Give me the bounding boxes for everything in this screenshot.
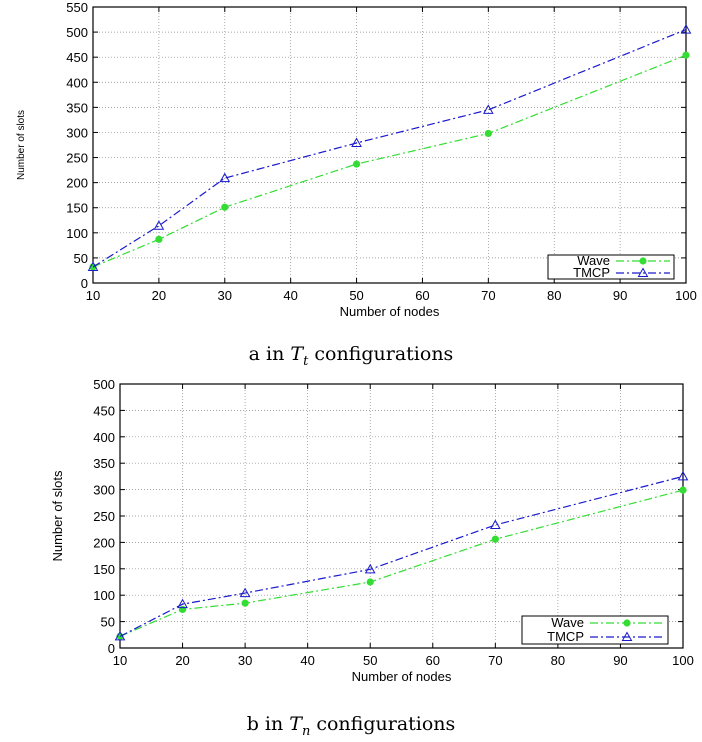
- a-point-tmcp-1: [153, 220, 165, 230]
- a-y-tick-label-10: 500: [66, 25, 88, 40]
- a-legend-marker-wave: [639, 257, 647, 265]
- b-point-wave-1: [178, 605, 187, 614]
- b-y-tick-label-4: 200: [93, 535, 115, 550]
- b-series-line-tmcp: [119, 475, 684, 637]
- a-y-tick-label-9: 450: [66, 50, 88, 65]
- a-x-tick-label-7: 80: [547, 288, 561, 303]
- b-y-tick-label-10: 500: [93, 377, 115, 392]
- a-y-tick-label-4: 200: [66, 176, 88, 191]
- caption-a-suffix: configurations: [308, 343, 453, 365]
- caption-a-subscript: t: [303, 354, 309, 369]
- b-legend-box: [521, 615, 669, 645]
- a-point-wave-5: [682, 51, 690, 59]
- b-y-tick-label-8: 400: [93, 430, 115, 445]
- b-y-tick-label-7: 350: [93, 456, 115, 471]
- b-point-tmcp-4: [489, 519, 501, 529]
- a-plot-frame: [92, 6, 687, 284]
- b-series-line-wave: [119, 489, 684, 637]
- chart-b: 10 20 30 40 50 60 70 80 90 100 0 50 100 150 200 250 300 3…: [50, 377, 694, 684]
- a-legend-box: [547, 254, 675, 280]
- b-x-tick-label-4: 50: [363, 653, 377, 668]
- b-x-tick-label-6: 70: [488, 653, 502, 668]
- b-x-tick-label-8: 90: [613, 653, 627, 668]
- caption-b-prefix: b in: [247, 713, 290, 735]
- a-x-tick-label-6: 70: [481, 288, 495, 303]
- b-legend-marker-wave: [623, 619, 631, 627]
- caption-b: b in Tn configurations: [247, 713, 456, 739]
- a-y-tick-label-3: 150: [66, 201, 88, 216]
- b-x-tick-label-0: 10: [113, 653, 127, 668]
- caption-a: a in Tt configurations: [249, 343, 454, 369]
- a-point-tmcp-0: [87, 261, 99, 271]
- a-point-tmcp-4: [482, 104, 494, 114]
- b-x-tick-label-7: 80: [551, 653, 565, 668]
- b-point-tmcp-2: [239, 587, 251, 598]
- a-x-tick-label-5: 60: [415, 288, 429, 303]
- a-legend-label-wave: Wave: [577, 253, 610, 268]
- a-y-tick-label-7: 350: [66, 100, 88, 115]
- a-x-tick-label-1: 20: [152, 288, 166, 303]
- a-point-tmcp-2: [219, 172, 231, 183]
- b-point-wave-2: [241, 599, 249, 607]
- b-x-axis-title: Number of nodes: [352, 669, 452, 684]
- b-y-tick-label-5: 250: [93, 509, 115, 524]
- b-y-tick-label-3: 150: [93, 562, 115, 577]
- a-x-tick-label-9: 100: [675, 288, 697, 303]
- b-x-tick-label-3: 40: [300, 653, 314, 668]
- b-point-wave-5: [679, 486, 687, 494]
- a-x-tick-label-4: 50: [349, 288, 363, 303]
- chart-a: 10 20 30 40 50 60 70 80 90 100 0 50 100 150 200 250 300 3…: [16, 0, 697, 319]
- b-legend-label-tmcp: TMCP: [547, 629, 584, 644]
- a-y-tick-label-2: 100: [66, 226, 88, 241]
- a-legend-label-tmcp: TMCP: [573, 265, 610, 280]
- b-legend-label-wave: Wave: [551, 615, 584, 630]
- b-y-axis-title: Number of slots: [50, 470, 65, 562]
- b-point-wave-3: [366, 578, 374, 586]
- b-point-tmcp-5: [677, 470, 689, 481]
- b-point-tmcp-0: [114, 630, 126, 641]
- a-y-tick-label-6: 300: [66, 125, 88, 140]
- b-x-tick-label-2: 30: [238, 653, 252, 668]
- b-y-tick-label-0: 0: [108, 641, 115, 656]
- a-y-axis-title: Number of slots: [16, 110, 27, 180]
- caption-a-symbol: T: [290, 343, 304, 365]
- a-point-wave-3: [352, 160, 361, 168]
- b-y-tick-label-6: 300: [93, 483, 115, 498]
- b-y-tick-label-2: 100: [93, 588, 115, 603]
- a-x-tick-label-0: 10: [86, 288, 100, 303]
- caption-b-symbol: T: [289, 713, 303, 735]
- a-series-line-wave: [92, 54, 687, 268]
- b-x-tick-label-5: 60: [426, 653, 440, 668]
- a-y-tick-label-1: 50: [74, 251, 88, 266]
- a-point-wave-1: [155, 235, 163, 243]
- a-y-tick-label-0: 0: [81, 276, 88, 291]
- a-x-tick-label-2: 30: [218, 288, 232, 303]
- b-point-wave-4: [491, 535, 499, 543]
- a-series-line-tmcp: [92, 29, 687, 268]
- a-legend-marker-tmcp: [637, 267, 649, 277]
- a-point-wave-4: [484, 129, 492, 138]
- a-y-tick-label-8: 400: [66, 75, 88, 90]
- b-legend-marker-tmcp: [621, 631, 633, 641]
- b-point-tmcp-3: [364, 563, 376, 574]
- a-x-tick-label-3: 40: [283, 288, 297, 303]
- b-y-tick-label-1: 50: [101, 615, 115, 630]
- a-x-axis-title: Number of nodes: [340, 304, 440, 319]
- a-point-tmcp-5: [680, 24, 692, 34]
- b-x-tick-label-1: 20: [175, 653, 189, 668]
- a-point-wave-2: [221, 203, 229, 211]
- b-y-tick-label-9: 450: [93, 403, 115, 418]
- a-point-tmcp-3: [351, 137, 362, 147]
- b-x-tick-label-9: 100: [672, 653, 694, 668]
- a-x-tick-label-8: 90: [613, 288, 627, 303]
- caption-a-prefix: a in: [249, 343, 291, 365]
- b-point-tmcp-1: [177, 598, 188, 609]
- caption-b-suffix: configurations: [310, 713, 455, 735]
- caption-b-subscript: n: [302, 724, 310, 739]
- a-y-tick-label-5: 250: [66, 151, 88, 166]
- a-y-tick-label-11: 550: [66, 0, 88, 15]
